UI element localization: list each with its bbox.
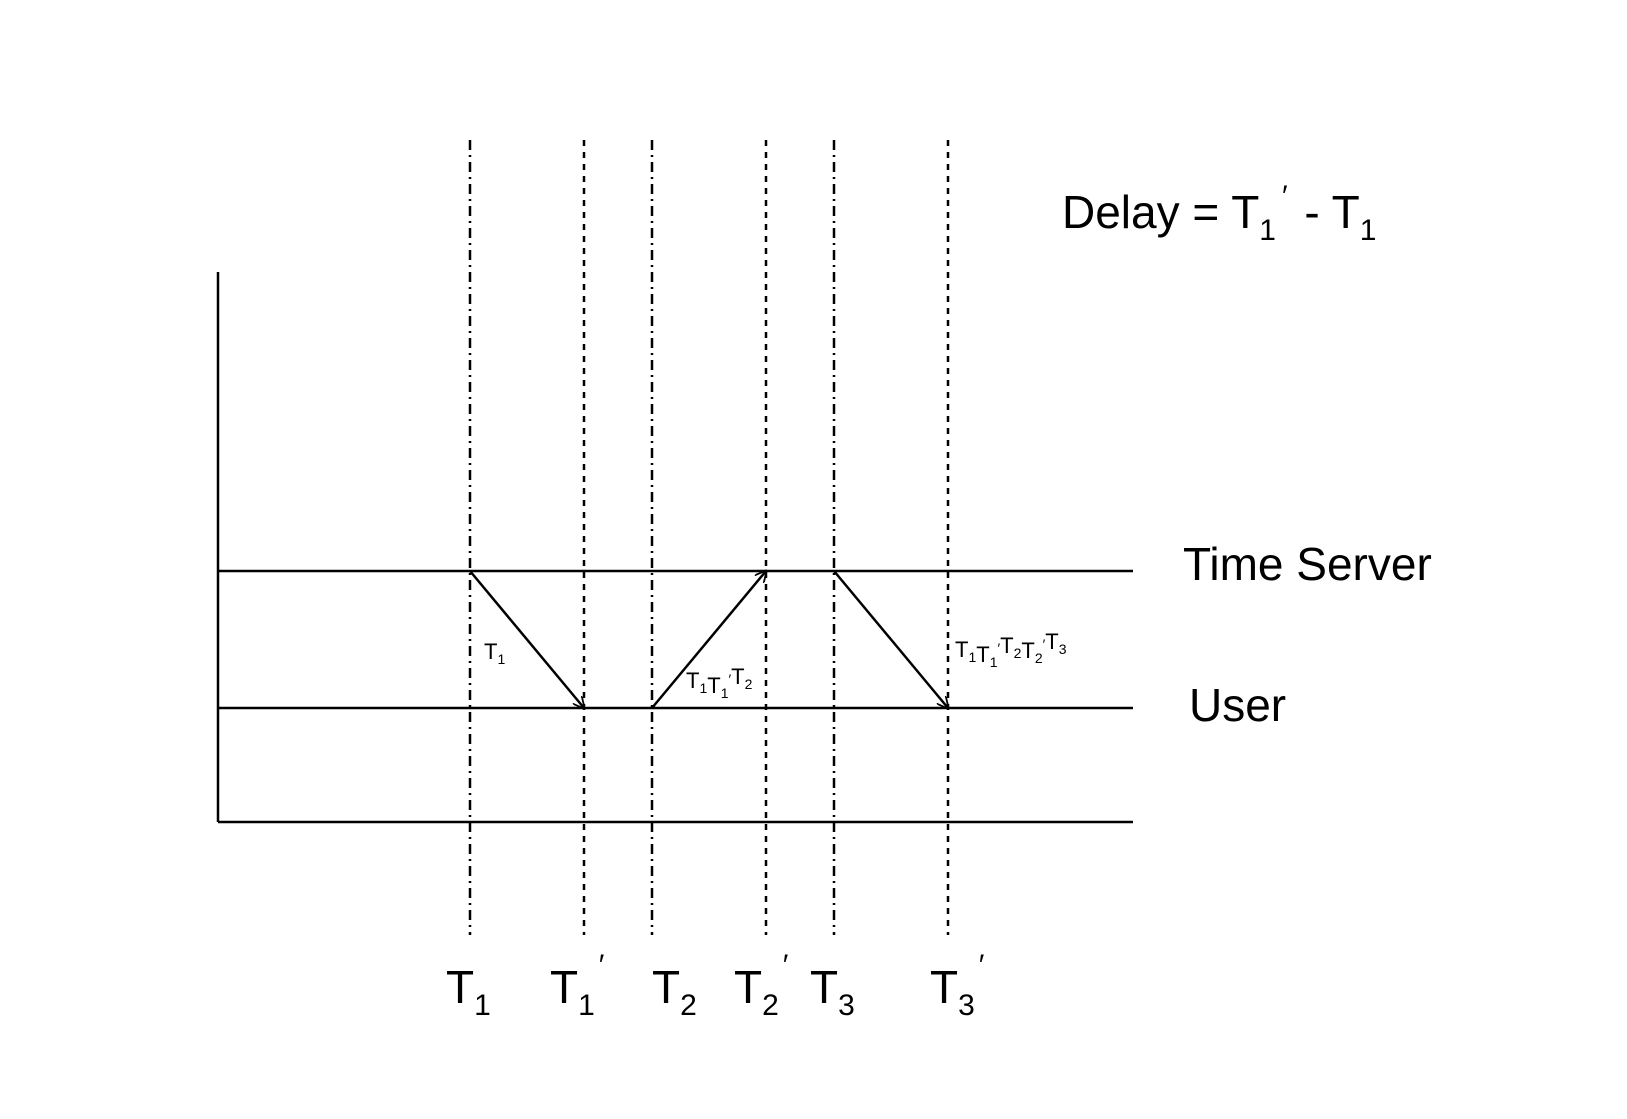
user-label: User <box>1189 679 1286 731</box>
formula-prime: ′ <box>1282 180 1288 213</box>
time-label-2: T1′ <box>550 949 605 1022</box>
message-arrows <box>469 570 948 709</box>
time-label-6: T3′ <box>930 949 985 1022</box>
time-label-4: T2′ <box>734 949 789 1022</box>
message-arrow-3 <box>833 570 948 708</box>
message-labels: T1 T1T1′T2 T1T1′T2T2′T3 <box>484 629 1067 701</box>
formula-mid: - T <box>1292 186 1360 238</box>
time-label-1: T1 <box>446 961 491 1022</box>
message-label-2: T1T1′T2 <box>686 664 753 701</box>
message-label-1: T1 <box>484 639 505 667</box>
time-server-label: Time Server <box>1183 538 1432 590</box>
formula-prefix: Delay = T <box>1062 186 1259 238</box>
message-arrow-1 <box>469 570 584 708</box>
message-label-3: T1T1′T2T2′T3 <box>955 629 1067 670</box>
formula-sub-1: 1 <box>1259 214 1276 247</box>
time-labels: T1 T1′ T2 T2′ T3 T3′ <box>446 949 985 1022</box>
delay-formula: Delay = T1′ - T1 <box>1062 180 1376 247</box>
time-label-3: T2 <box>652 961 697 1022</box>
message-arrow-2 <box>651 571 766 709</box>
formula-sub-2: 1 <box>1360 214 1377 247</box>
time-label-5: T3 <box>810 961 855 1022</box>
time-markers <box>468 140 950 935</box>
